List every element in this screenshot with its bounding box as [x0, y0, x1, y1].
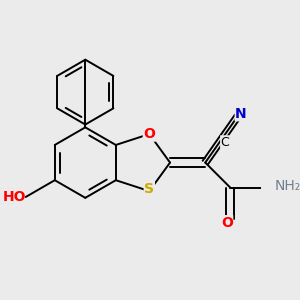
Text: HO: HO — [2, 190, 26, 204]
Text: O: O — [143, 127, 155, 141]
Text: S: S — [144, 182, 154, 196]
Text: NH₂: NH₂ — [274, 179, 300, 193]
Text: N: N — [235, 107, 247, 121]
Text: C: C — [220, 136, 229, 149]
Text: O: O — [221, 216, 233, 230]
